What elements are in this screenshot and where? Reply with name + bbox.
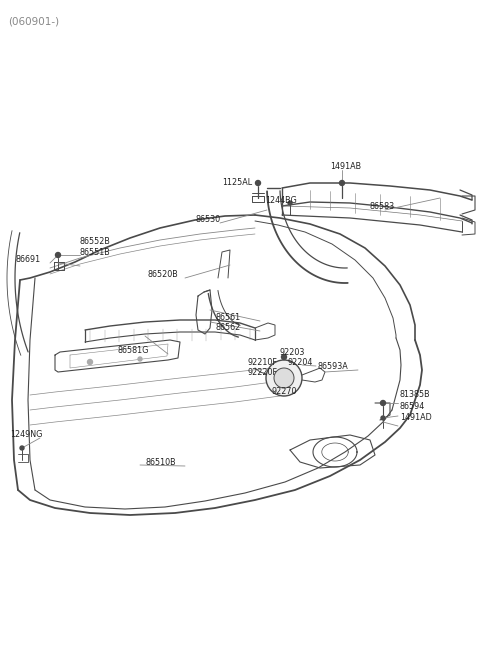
Circle shape <box>87 360 93 364</box>
Text: 92220F: 92220F <box>248 368 278 377</box>
Text: 1249NG: 1249NG <box>10 430 42 439</box>
Text: 86691: 86691 <box>15 255 40 264</box>
Circle shape <box>381 416 385 420</box>
Text: 92204: 92204 <box>287 358 312 367</box>
Circle shape <box>56 252 60 257</box>
Text: 1125AL: 1125AL <box>222 178 252 187</box>
Circle shape <box>266 360 302 396</box>
Text: 86510B: 86510B <box>145 458 176 467</box>
Text: 86552B: 86552B <box>80 237 111 246</box>
Circle shape <box>288 201 292 205</box>
Text: 86581G: 86581G <box>118 346 149 355</box>
Text: 86520B: 86520B <box>148 270 179 279</box>
Circle shape <box>339 181 345 185</box>
Text: (060901-): (060901-) <box>8 16 59 26</box>
Circle shape <box>281 354 287 360</box>
Text: 1491AD: 1491AD <box>400 413 432 422</box>
Text: 92270: 92270 <box>272 387 298 396</box>
Text: 86551B: 86551B <box>80 248 111 257</box>
Text: 92210F: 92210F <box>248 358 278 367</box>
Text: 86594: 86594 <box>400 402 425 411</box>
Text: 86562: 86562 <box>215 323 240 332</box>
Circle shape <box>255 181 261 185</box>
Text: 81385B: 81385B <box>400 390 431 399</box>
Text: 86593A: 86593A <box>318 362 349 371</box>
Text: 1244BG: 1244BG <box>265 196 297 205</box>
Text: 86561: 86561 <box>215 313 240 322</box>
Text: 92203: 92203 <box>280 348 305 357</box>
Circle shape <box>381 400 385 405</box>
Text: 1491AB: 1491AB <box>330 162 361 171</box>
Text: 86530: 86530 <box>196 215 221 224</box>
Circle shape <box>274 368 294 388</box>
Circle shape <box>20 446 24 450</box>
Text: 86583: 86583 <box>370 202 395 211</box>
Circle shape <box>138 357 142 361</box>
